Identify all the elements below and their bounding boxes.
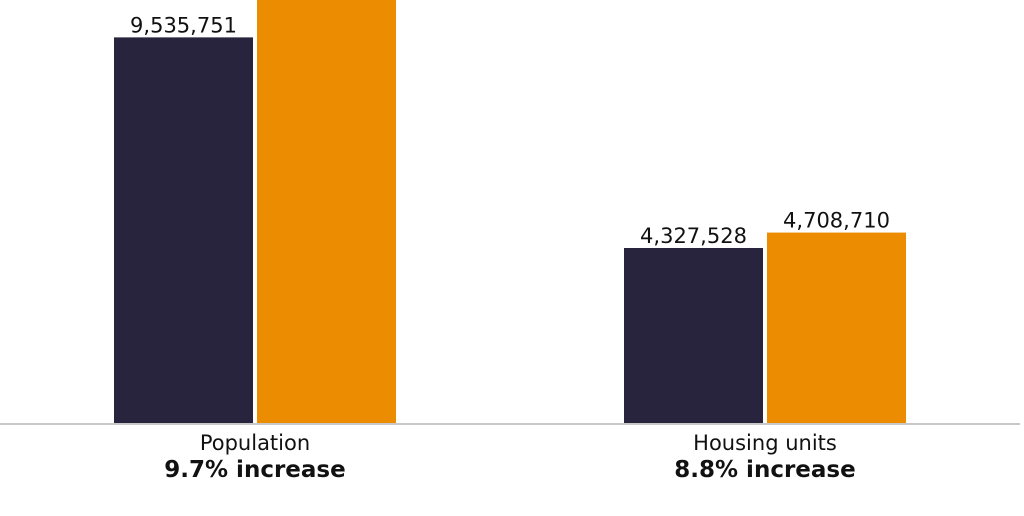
bar-housing-units-series-2 — [767, 232, 906, 423]
change-label-housing-units: 8.8% increase — [674, 457, 855, 483]
bar-housing-units-series-1 — [624, 247, 763, 423]
category-label-population: Population — [200, 431, 310, 455]
bar-population-series-1 — [114, 37, 253, 424]
category-label-housing-units: Housing units — [693, 431, 837, 455]
value-label-housing-units-series-1: 4,327,528 — [640, 224, 747, 248]
change-label-population: 9.7% increase — [164, 457, 345, 483]
bars-layer — [114, 0, 906, 424]
value-label-population-series-1: 9,535,751 — [130, 13, 237, 37]
value-label-housing-units-series-2: 4,708,710 — [783, 209, 890, 233]
bar-population-series-2 — [257, 0, 396, 423]
